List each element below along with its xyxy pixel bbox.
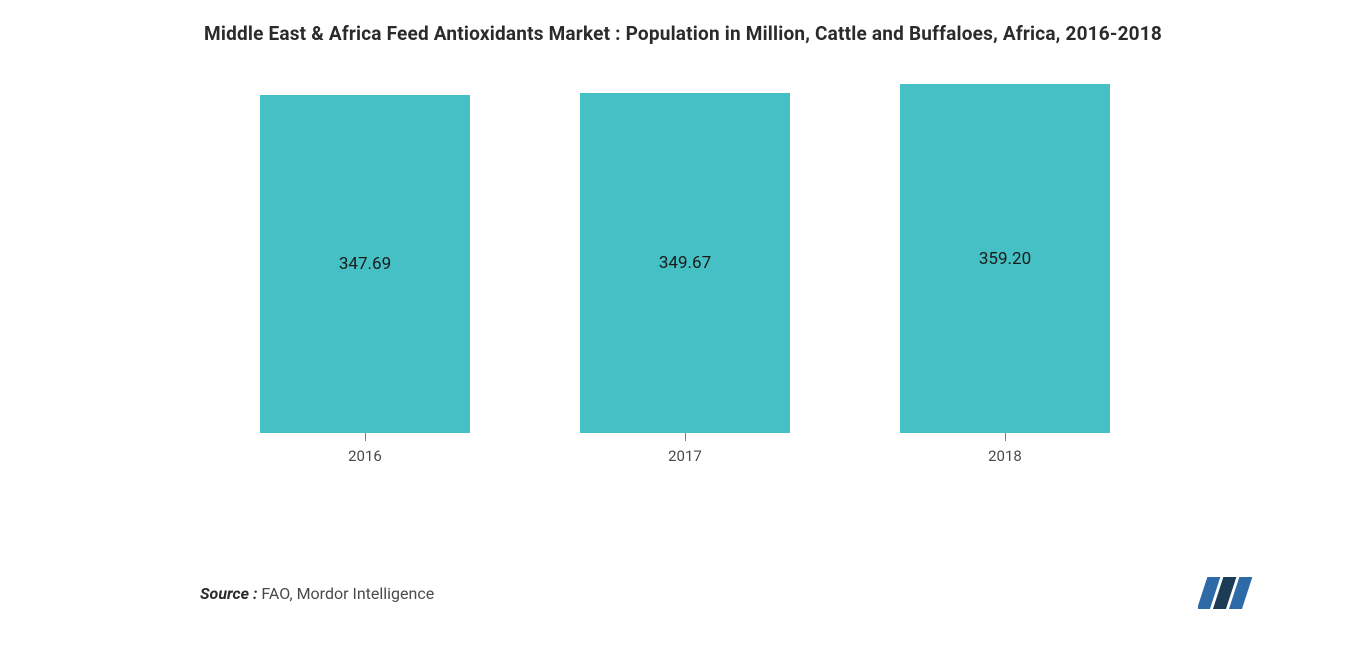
chart-title: Middle East & Africa Feed Antioxidants M… bbox=[50, 22, 1316, 45]
bar-chart: 347.69 2016 349.67 2017 359.20 2018 bbox=[260, 115, 1110, 495]
source-text: FAO, Mordor Intelligence bbox=[257, 584, 434, 603]
source-label: Source : bbox=[200, 584, 257, 603]
bar-value-1: 349.67 bbox=[659, 253, 711, 273]
x-label-1: 2017 bbox=[668, 447, 702, 465]
brand-logo bbox=[1198, 575, 1256, 613]
source-line: Source : FAO, Mordor Intelligence bbox=[200, 584, 434, 603]
bar-group-0: 347.69 2016 bbox=[260, 95, 470, 465]
x-tick-2 bbox=[1005, 433, 1006, 441]
x-tick-0 bbox=[365, 433, 366, 441]
bars-container: 347.69 2016 349.67 2017 359.20 2018 bbox=[260, 115, 1110, 465]
bar-0: 347.69 bbox=[260, 95, 470, 433]
x-tick-1 bbox=[685, 433, 686, 441]
bar-group-2: 359.20 2018 bbox=[900, 84, 1110, 465]
x-label-0: 2016 bbox=[348, 447, 382, 465]
x-label-2: 2018 bbox=[988, 447, 1022, 465]
bar-1: 349.67 bbox=[580, 93, 790, 433]
bar-value-0: 347.69 bbox=[339, 254, 391, 274]
bar-value-2: 359.20 bbox=[979, 249, 1031, 269]
mordor-logo-icon bbox=[1198, 575, 1256, 609]
bar-group-1: 349.67 2017 bbox=[580, 93, 790, 465]
bar-2: 359.20 bbox=[900, 84, 1110, 433]
